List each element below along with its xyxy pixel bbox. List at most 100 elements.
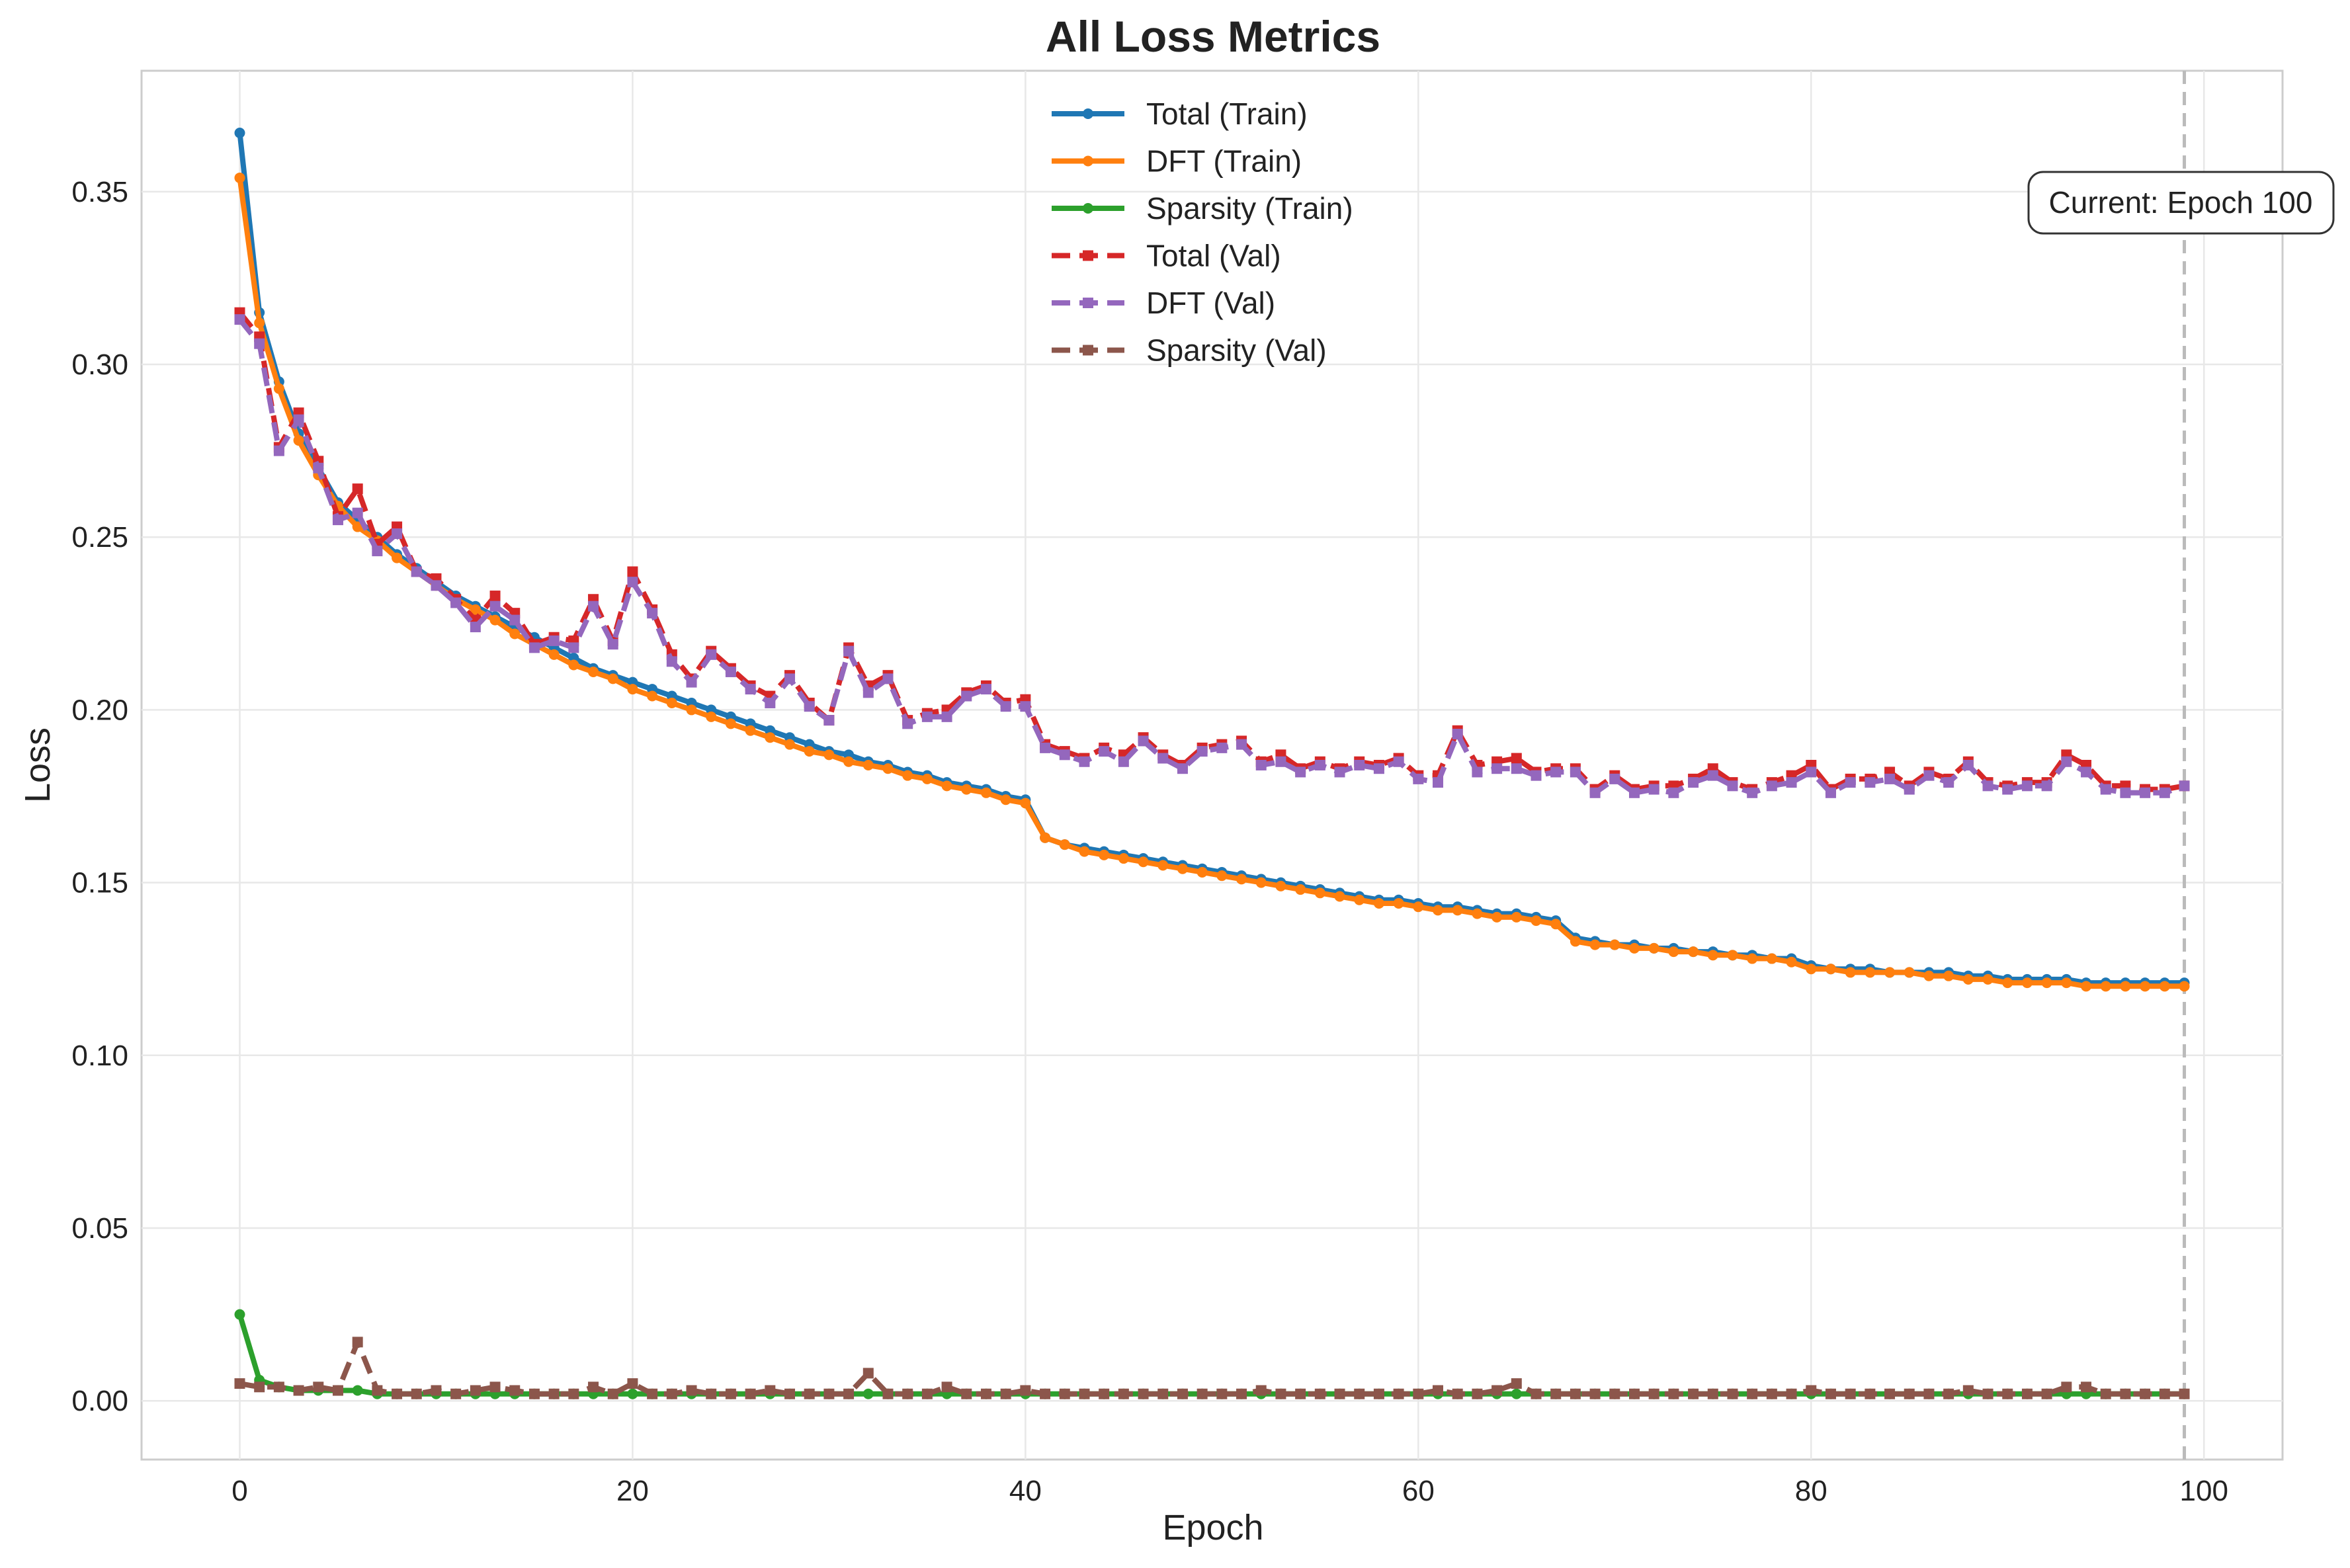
data-point-dft-val xyxy=(1157,753,1169,764)
data-point-sparsity-val xyxy=(1845,1388,1856,1399)
data-point-sparsity-val xyxy=(1236,1388,1247,1399)
y-tick-label: 0.30 xyxy=(71,349,128,381)
data-point-dft-train xyxy=(765,732,776,743)
data-point-sparsity-val xyxy=(470,1385,481,1396)
data-point-dft-val xyxy=(1079,756,1090,767)
data-point-dft-val xyxy=(1982,780,1993,792)
data-point-sparsity-val xyxy=(1491,1385,1503,1396)
data-point-dft-train xyxy=(725,718,736,729)
data-point-sparsity-val xyxy=(804,1388,815,1399)
x-tick-label: 80 xyxy=(1795,1475,1827,1507)
plot-area xyxy=(140,69,2284,1461)
legend-label-sparsity-train: Sparsity (Train) xyxy=(1146,191,1353,226)
data-point-dft-val xyxy=(784,673,796,684)
data-point-dft-train xyxy=(627,684,638,695)
legend-marker-sparsity-train xyxy=(1083,203,1093,214)
data-point-sparsity-val xyxy=(1570,1388,1581,1399)
data-point-dft-train xyxy=(352,521,363,532)
data-point-dft-train xyxy=(1295,884,1306,895)
grid-lines xyxy=(142,71,2283,1460)
data-point-dft-train xyxy=(1511,911,1522,923)
x-tick-label: 0 xyxy=(231,1475,247,1507)
data-point-sparsity-val xyxy=(1923,1388,1935,1399)
data-point-dft-train xyxy=(1314,887,1325,899)
data-point-dft-train xyxy=(1433,905,1444,916)
data-point-sparsity-val xyxy=(1628,1388,1640,1399)
data-point-sparsity-val xyxy=(1727,1388,1738,1399)
data-point-sparsity-val xyxy=(509,1385,521,1396)
x-axis-label: Epoch xyxy=(1162,1508,1263,1547)
legend-marker-dft-train xyxy=(1083,155,1093,167)
data-point-dft-val xyxy=(273,445,284,456)
y-tick-label: 0.00 xyxy=(71,1385,128,1417)
x-tick-label: 20 xyxy=(616,1475,649,1507)
data-point-sparsity-val xyxy=(332,1385,343,1396)
current-epoch-annotation: Current: Epoch 100 xyxy=(2027,171,2335,235)
data-point-sparsity-val xyxy=(1825,1388,1836,1399)
data-point-sparsity-val xyxy=(1648,1388,1659,1399)
data-point-sparsity-val xyxy=(1020,1385,1031,1396)
data-point-dft-val xyxy=(804,701,815,712)
data-point-dft-val xyxy=(470,622,481,633)
data-point-dft-train xyxy=(1550,919,1562,930)
data-point-sparsity-val xyxy=(234,1378,245,1389)
data-point-dft-train xyxy=(1334,891,1345,902)
data-point-dft-train xyxy=(1373,897,1384,909)
data-point-dft-val xyxy=(2100,784,2111,795)
data-point-dft-val xyxy=(843,645,855,657)
data-point-dft-val xyxy=(882,673,894,684)
data-point-dft-train xyxy=(509,628,521,640)
data-point-dft-train xyxy=(1982,973,1993,985)
legend-item-dft-val: DFT (Val) xyxy=(1052,286,1275,320)
data-point-sparsity-val xyxy=(1393,1388,1404,1399)
data-point-dft-train xyxy=(1766,953,1777,964)
data-point-dft-train xyxy=(882,763,894,774)
data-point-dft-train xyxy=(647,690,658,702)
data-point-sparsity-val xyxy=(1550,1388,1562,1399)
data-point-sparsity-val xyxy=(607,1388,618,1399)
data-point-dft-train xyxy=(1118,853,1129,864)
data-point-dft-train xyxy=(2081,981,2092,992)
data-point-dft-train xyxy=(1157,860,1169,871)
data-point-dft-val xyxy=(392,528,403,539)
data-point-dft-val xyxy=(1884,773,1896,784)
data-point-dft-train xyxy=(706,711,717,722)
legend-label-dft-train: DFT (Train) xyxy=(1146,144,1302,179)
data-point-dft-val xyxy=(980,684,991,695)
y-tick-label: 0.10 xyxy=(71,1040,128,1072)
data-point-dft-train xyxy=(1865,967,1876,978)
data-point-dft-train xyxy=(470,604,481,615)
data-point-sparsity-val xyxy=(1040,1388,1051,1399)
series-line-total-train xyxy=(237,130,2187,986)
data-point-dft-train xyxy=(1472,908,1483,919)
data-point-dft-val xyxy=(1806,766,1817,778)
data-point-dft-train xyxy=(1609,939,1620,950)
data-point-sparsity-val xyxy=(489,1382,501,1393)
data-point-total-train xyxy=(234,128,245,139)
data-point-dft-val xyxy=(961,690,972,702)
data-point-dft-val xyxy=(1648,784,1659,795)
x-axis-ticks: 0 20 40 60 80 100 xyxy=(231,1475,2228,1507)
data-point-sparsity-val xyxy=(548,1388,560,1399)
data-point-sparsity-val xyxy=(961,1388,972,1399)
legend-label-total-val: Total (Val) xyxy=(1146,239,1281,273)
data-point-dft-val xyxy=(921,711,933,722)
data-point-dft-val xyxy=(706,649,717,660)
data-point-sparsity-val xyxy=(1255,1385,1267,1396)
data-point-dft-train xyxy=(804,746,815,757)
data-point-dft-val xyxy=(2041,780,2052,792)
data-point-dft-train xyxy=(2061,977,2072,989)
data-point-dft-val xyxy=(1236,739,1247,750)
data-point-sparsity-val xyxy=(1000,1388,1011,1399)
data-point-dft-train xyxy=(980,787,991,798)
data-point-sparsity-val xyxy=(1177,1388,1188,1399)
data-point-dft-train xyxy=(1786,956,1797,968)
data-point-sparsity-val xyxy=(1865,1388,1876,1399)
data-point-dft-train xyxy=(548,649,560,660)
data-point-sparsity-val xyxy=(1511,1378,1522,1389)
data-point-dft-train xyxy=(1962,973,1974,985)
data-point-dft-val xyxy=(1688,777,1699,788)
data-point-dft-val xyxy=(1943,777,1954,788)
data-point-dft-val xyxy=(1099,746,1110,757)
data-point-dft-val xyxy=(332,515,343,526)
